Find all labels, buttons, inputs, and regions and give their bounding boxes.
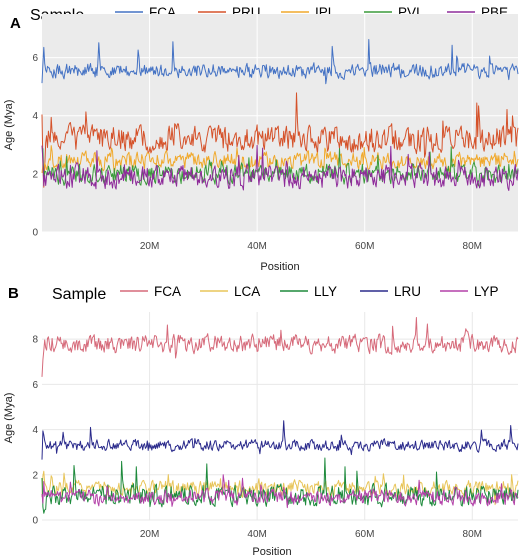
series-line-ipl [41,145,519,175]
legend-label-lru: LRU [394,284,421,299]
y-tick-label: 0 [32,516,38,527]
y-tick-label: 2 [32,470,38,481]
legend-label-lyp: LYP [474,284,499,299]
y-tick-label: 2 [32,169,38,180]
x-axis-title-a: Position [260,261,299,273]
x-tick-label: 80M [463,529,482,540]
panel-b: B Sample FCA LCA LLY LRU LYP 20M 40M 60M 80M 0 2 4… [3,284,519,558]
legend-label-lca: LCA [234,284,260,299]
series-line-fca [41,317,519,377]
panel-letter-a: A [10,15,21,32]
plot-background [42,14,518,232]
panel-letter-b: B [8,285,19,302]
x-tick-label: 20M [140,529,159,540]
x-tick-label: 40M [247,529,266,540]
series-line-lly [41,457,519,514]
series-line-lyp [41,474,519,509]
y-axis-title-a: Age (Mya) [3,100,15,151]
plot-area-b: 20M 40M 60M 80M 0 2 4 6 8 [32,312,519,540]
y-tick-label: 6 [32,380,38,391]
series-line-lru [41,420,519,460]
x-axis-title-b: Position [252,546,291,558]
legend-b: FCA LCA LLY LRU LYP [120,284,499,299]
legend-label-fca: FCA [154,284,181,299]
y-axis-title-b: Age (Mya) [3,393,15,444]
series-line-fca [41,39,519,85]
legend-title-b: Sample [52,286,106,303]
y-tick-label: 0 [32,228,38,239]
y-tick-label: 4 [32,111,38,122]
legend-label-lly: LLY [314,284,337,299]
plot-area-a: 20M 40M 60M 80M 0 2 4 6 [32,14,519,252]
series-line-pbe [41,144,519,191]
y-tick-label: 6 [32,53,38,64]
x-tick-label: 40M [247,241,266,252]
series-line-pru [41,92,519,188]
x-tick-label: 20M [140,241,159,252]
x-tick-label: 80M [463,241,482,252]
y-tick-label: 4 [32,425,38,436]
x-tick-label: 60M [355,529,374,540]
y-tick-label: 8 [32,335,38,346]
x-tick-label: 60M [355,241,374,252]
